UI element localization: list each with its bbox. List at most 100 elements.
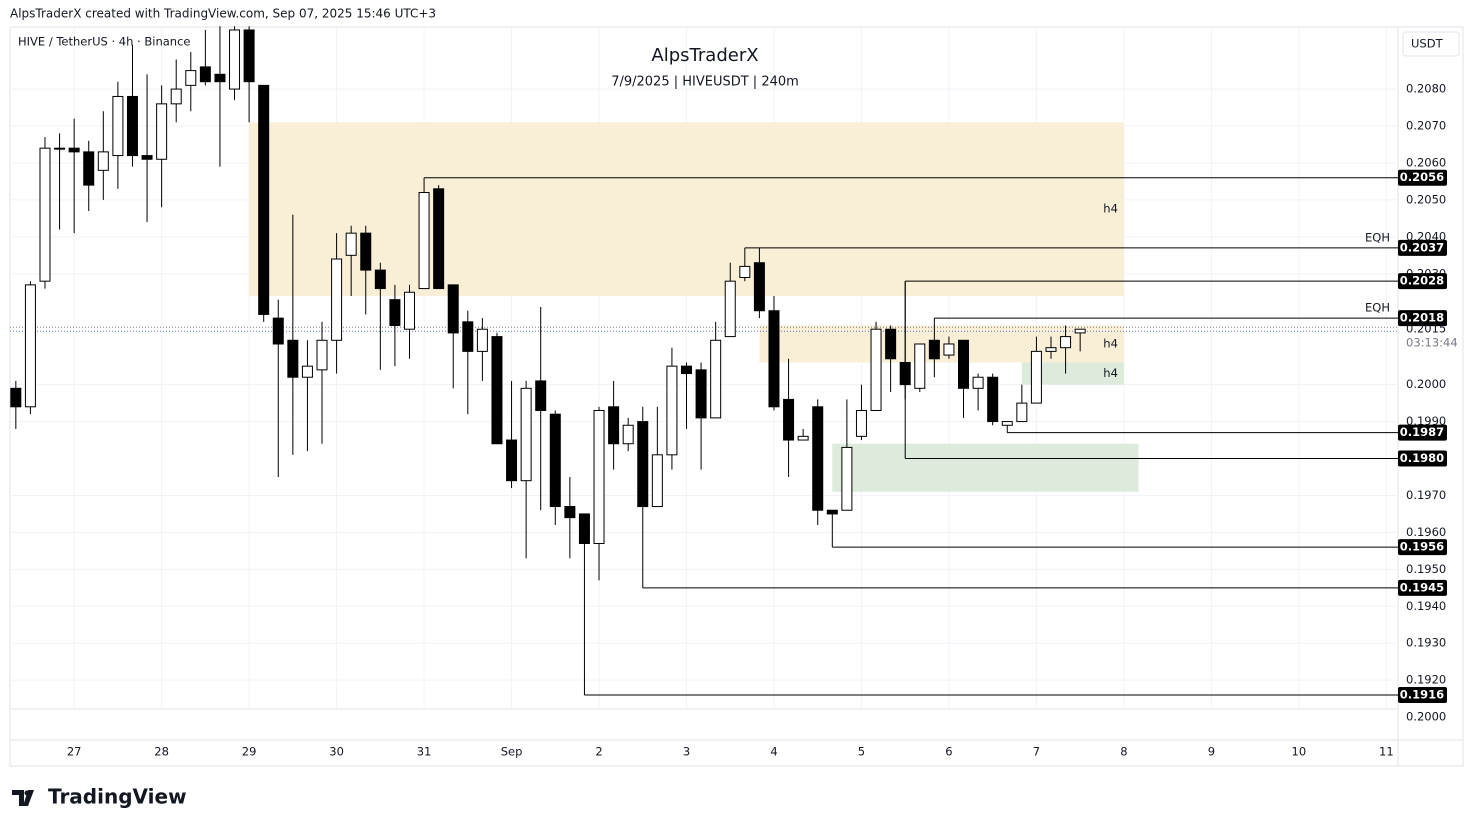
candle-body: [24, 284, 36, 408]
x-tick-label: 8: [1120, 745, 1127, 759]
candle-body: [491, 336, 503, 445]
brand-name: TradingView: [48, 785, 187, 809]
level-tag: [1398, 310, 1447, 327]
plot: 0.20800.20700.20600.20500.20400.20300.20…: [10, 26, 1447, 759]
candle-body: [914, 343, 926, 389]
level-tag: [1398, 273, 1447, 290]
candle-body: [622, 424, 634, 445]
candle-body: [199, 66, 211, 83]
level-tag: [1398, 424, 1447, 441]
candle-body: [870, 328, 882, 411]
candle-body: [885, 328, 897, 360]
candle-body: [972, 376, 984, 389]
candle-body: [287, 339, 299, 378]
y-tick-label: 0.2070: [1406, 119, 1446, 133]
candle-body: [651, 454, 663, 508]
candle-body: [1016, 402, 1028, 423]
level-label: 0.2018: [1400, 311, 1444, 325]
zone: [1021, 362, 1124, 385]
candle-body: [578, 513, 590, 544]
candle-body: [958, 339, 970, 389]
level-label: 0.2056: [1400, 170, 1444, 184]
x-tick-label: 4: [770, 745, 777, 759]
symbol-info: HIVE / TetherUS · 4h · Binance: [18, 35, 190, 49]
y-tick-label: 0.1990: [1406, 414, 1446, 428]
candle-body: [1060, 336, 1072, 349]
candle-body: [899, 361, 911, 386]
candle-body: [564, 506, 576, 519]
y-tick-label: 0.1930: [1406, 636, 1446, 650]
candle-body: [535, 380, 547, 411]
candle-body: [476, 328, 488, 352]
candle-body: [156, 103, 168, 160]
candle-body: [506, 439, 518, 482]
level-tag: [1398, 169, 1447, 186]
candle-body: [389, 299, 401, 327]
candle-body: [447, 284, 459, 334]
credit: AlpsTraderX created with TradingView.com…: [10, 7, 436, 21]
y-tick-label: 0.2050: [1406, 192, 1446, 206]
x-tick-label: 9: [1208, 745, 1215, 759]
candle-body: [797, 435, 809, 441]
zone-label: h4: [1103, 366, 1118, 380]
candle-body: [695, 369, 707, 419]
level-label: 0.2037: [1400, 240, 1444, 254]
candle-body: [681, 365, 693, 375]
level-label: 0.2028: [1400, 274, 1444, 288]
candle-body: [753, 262, 765, 312]
level-label: 0.1980: [1400, 451, 1444, 465]
level-label: 0.1987: [1400, 425, 1444, 439]
x-tick-label: 5: [858, 745, 865, 759]
candle-body: [68, 147, 80, 153]
candle-body: [301, 365, 313, 378]
candle-body: [783, 398, 795, 441]
x-tick-label: 29: [242, 745, 257, 759]
candle-body: [229, 29, 241, 90]
x-tick-label: 27: [67, 745, 82, 759]
x-tick-label: Sep: [501, 745, 523, 759]
level-tag: [1398, 450, 1447, 467]
currency[interactable]: USDT: [1411, 37, 1444, 51]
y-tick-label: 0.1950: [1406, 562, 1446, 576]
candle-body: [10, 387, 22, 408]
level-label: 0.1916: [1400, 687, 1444, 701]
candle-body: [768, 310, 780, 408]
currency-box[interactable]: [1402, 31, 1460, 57]
y-tick-label: 0.1960: [1406, 525, 1446, 539]
level-tag: [1398, 579, 1447, 596]
candle-body: [1001, 421, 1013, 426]
level-tag: [1398, 686, 1447, 703]
level-label: 0.1945: [1400, 580, 1444, 594]
x-tick-label: 2: [595, 745, 602, 759]
level-label: 0.1956: [1400, 540, 1444, 554]
pane2-label: 0.2000: [1406, 710, 1446, 724]
candle-body: [39, 147, 51, 282]
last-price: 0.2015: [1406, 322, 1446, 336]
y-tick-label: 0.1970: [1406, 488, 1446, 502]
x-tick-label: 11: [1379, 745, 1394, 759]
y-tick-label: 0.1920: [1406, 673, 1446, 687]
candle-body: [214, 73, 226, 83]
candle-body: [331, 258, 343, 341]
x-tick-label: 30: [329, 745, 344, 759]
y-tick-label: 0.2060: [1406, 155, 1446, 169]
candle-body: [826, 509, 838, 515]
candle-body: [1074, 328, 1086, 334]
chart-subtitle: 7/9/2025 | HIVEUSDT | 240m: [611, 75, 799, 90]
candle-body: [170, 88, 182, 105]
x-tick-label: 7: [1033, 745, 1040, 759]
x-tick-label: 31: [417, 745, 432, 759]
x-tick-label: 10: [1292, 745, 1307, 759]
candle-body: [345, 232, 357, 256]
candle-body: [724, 280, 736, 338]
candle-body: [54, 147, 66, 150]
level-tag: [1398, 239, 1447, 256]
candle-body: [316, 339, 328, 371]
candle-body: [141, 155, 153, 160]
candle-body: [433, 188, 445, 290]
zone: [832, 443, 1139, 492]
candle-body: [1045, 347, 1057, 352]
candle-body: [841, 446, 853, 511]
level-note: EQH: [1365, 301, 1390, 315]
